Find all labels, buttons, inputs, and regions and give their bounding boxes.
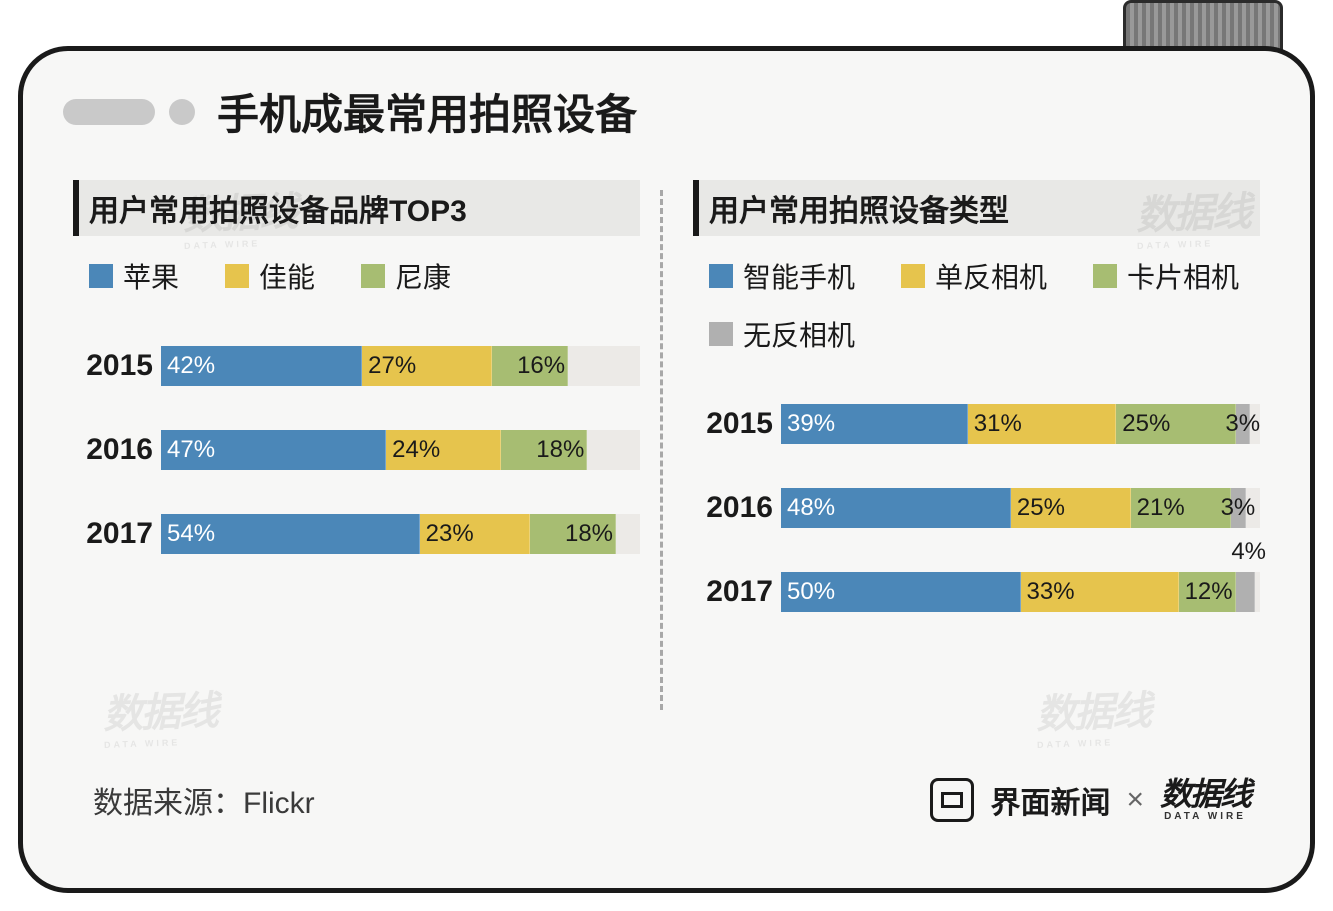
legend-item-mirrorless: 无反相机	[709, 314, 855, 354]
legend-swatch	[361, 264, 385, 288]
title-row: 手机成最常用拍照设备	[63, 81, 1270, 142]
panel-types: 用户常用拍照设备类型 智能手机单反相机卡片相机无反相机 201539%31%25…	[663, 180, 1270, 740]
legend-label: 智能手机	[743, 256, 855, 296]
source-label: 数据来源：	[93, 787, 243, 820]
subheader-right-text: 用户常用拍照设备类型	[699, 180, 1260, 236]
bar-segment-apple: 54%	[161, 514, 420, 554]
bar-segment-mirrorless: 3%	[1236, 404, 1250, 444]
bar-segment-dslr: 33%	[1021, 572, 1179, 612]
bar-row: 201648%25%21%3%	[693, 488, 1260, 528]
legend-brands: 苹果 佳能 尼康	[73, 256, 640, 296]
bar-row: 201542%27%16%	[73, 346, 640, 386]
footer: 数据来源：Flickr 界面新闻 × 数据线 DATA WIRE	[63, 778, 1270, 822]
year-label: 2017	[73, 517, 161, 551]
credit-separator: ×	[1126, 783, 1144, 817]
bar-segment-canon: 27%	[362, 346, 491, 386]
bar-segment-mirrorless: 3%	[1231, 488, 1245, 528]
credit-jiemian: 界面新闻	[990, 778, 1110, 822]
datawire-sub: DATA WIRE	[1164, 812, 1246, 822]
chart-panels: 用户常用拍照设备品牌TOP3 苹果佳能尼康 201542%27%16%20164…	[63, 180, 1270, 740]
legend-item-nikon: 尼康	[361, 256, 451, 296]
datawire-main: 数据线	[1160, 778, 1250, 810]
decor-pill-dot	[169, 99, 195, 125]
bar-segment-canon: 24%	[386, 430, 501, 470]
bar-segment-dslr: 31%	[968, 404, 1116, 444]
bar-segment-compact: 25%	[1116, 404, 1236, 444]
bar-track: 42%27%16%	[161, 346, 640, 386]
legend-item-apple: 苹果	[89, 256, 179, 296]
year-label: 2017	[693, 575, 781, 609]
legend-swatch	[709, 322, 733, 346]
bar-segment-compact: 21%	[1131, 488, 1232, 528]
panel-brands: 用户常用拍照设备品牌TOP3 苹果佳能尼康 201542%27%16%20164…	[63, 180, 660, 740]
legend-swatch	[1093, 264, 1117, 288]
legend-types: 智能手机 单反相机 卡片相机无反相机	[693, 256, 1260, 354]
credit-datawire: 数据线 DATA WIRE	[1160, 778, 1250, 822]
data-source: 数据来源：Flickr	[93, 778, 315, 822]
bar-segment-apple: 47%	[161, 430, 386, 470]
bar-segment-apple: 42%	[161, 346, 362, 386]
legend-label: 单反相机	[935, 256, 1047, 296]
legend-label: 尼康	[395, 256, 451, 296]
legend-item-smartphone: 智能手机	[709, 256, 855, 296]
legend-swatch	[225, 264, 249, 288]
bar-track: 39%31%25%3%	[781, 404, 1260, 444]
bar-segment-nikon: 16%	[492, 346, 569, 386]
legend-swatch	[901, 264, 925, 288]
bars-brands: 201542%27%16%201647%24%18%201754%23%18%	[73, 346, 640, 554]
bar-track: 54%23%18%	[161, 514, 640, 554]
bar-segment-nikon: 18%	[530, 514, 616, 554]
bar-segment-smartphone: 50%	[781, 572, 1021, 612]
year-label: 2015	[693, 407, 781, 441]
bar-row: 201754%23%18%	[73, 514, 640, 554]
page-title: 手机成最常用拍照设备	[217, 81, 637, 142]
legend-swatch	[709, 264, 733, 288]
bar-track: 50%33%12%4%	[781, 572, 1260, 612]
year-label: 2016	[693, 491, 781, 525]
bar-track: 47%24%18%	[161, 430, 640, 470]
credits: 界面新闻 × 数据线 DATA WIRE	[930, 778, 1250, 822]
year-label: 2015	[73, 349, 161, 383]
bar-segment-nikon: 18%	[501, 430, 587, 470]
bar-segment-smartphone: 48%	[781, 488, 1011, 528]
bar-row: 201750%33%12%4%	[693, 572, 1260, 612]
bar-track: 48%25%21%3%	[781, 488, 1260, 528]
legend-label: 佳能	[259, 256, 315, 296]
year-label: 2016	[73, 433, 161, 467]
bar-row: 201539%31%25%3%	[693, 404, 1260, 444]
bar-row: 201647%24%18%	[73, 430, 640, 470]
legend-label: 无反相机	[743, 314, 855, 354]
bars-types: 201539%31%25%3%201648%25%21%3%201750%33%…	[693, 404, 1260, 612]
infographic-card: 数据线DATA WIRE 数据线DATA WIRE 数据线DATA WIRE 数…	[18, 46, 1315, 893]
jiemian-icon	[930, 778, 974, 822]
bar-segment-dslr: 25%	[1011, 488, 1131, 528]
legend-item-canon: 佳能	[225, 256, 315, 296]
legend-label: 苹果	[123, 256, 179, 296]
decor-pill-wide	[63, 99, 155, 125]
bar-segment-smartphone: 39%	[781, 404, 968, 444]
subheader-right: 用户常用拍照设备类型	[693, 180, 1260, 236]
bar-segment-canon: 23%	[420, 514, 530, 554]
segment-value-overflow: 4%	[1231, 538, 1266, 566]
legend-swatch	[89, 264, 113, 288]
legend-item-compact: 卡片相机	[1093, 256, 1239, 296]
subheader-left: 用户常用拍照设备品牌TOP3	[73, 180, 640, 236]
subheader-left-text: 用户常用拍照设备品牌TOP3	[79, 180, 640, 236]
bar-segment-mirrorless	[1236, 572, 1255, 612]
source-value: Flickr	[243, 787, 315, 820]
legend-label: 卡片相机	[1127, 256, 1239, 296]
legend-item-dslr: 单反相机	[901, 256, 1047, 296]
camera-tab-ornament	[1123, 0, 1283, 50]
bar-segment-compact: 12%	[1179, 572, 1236, 612]
